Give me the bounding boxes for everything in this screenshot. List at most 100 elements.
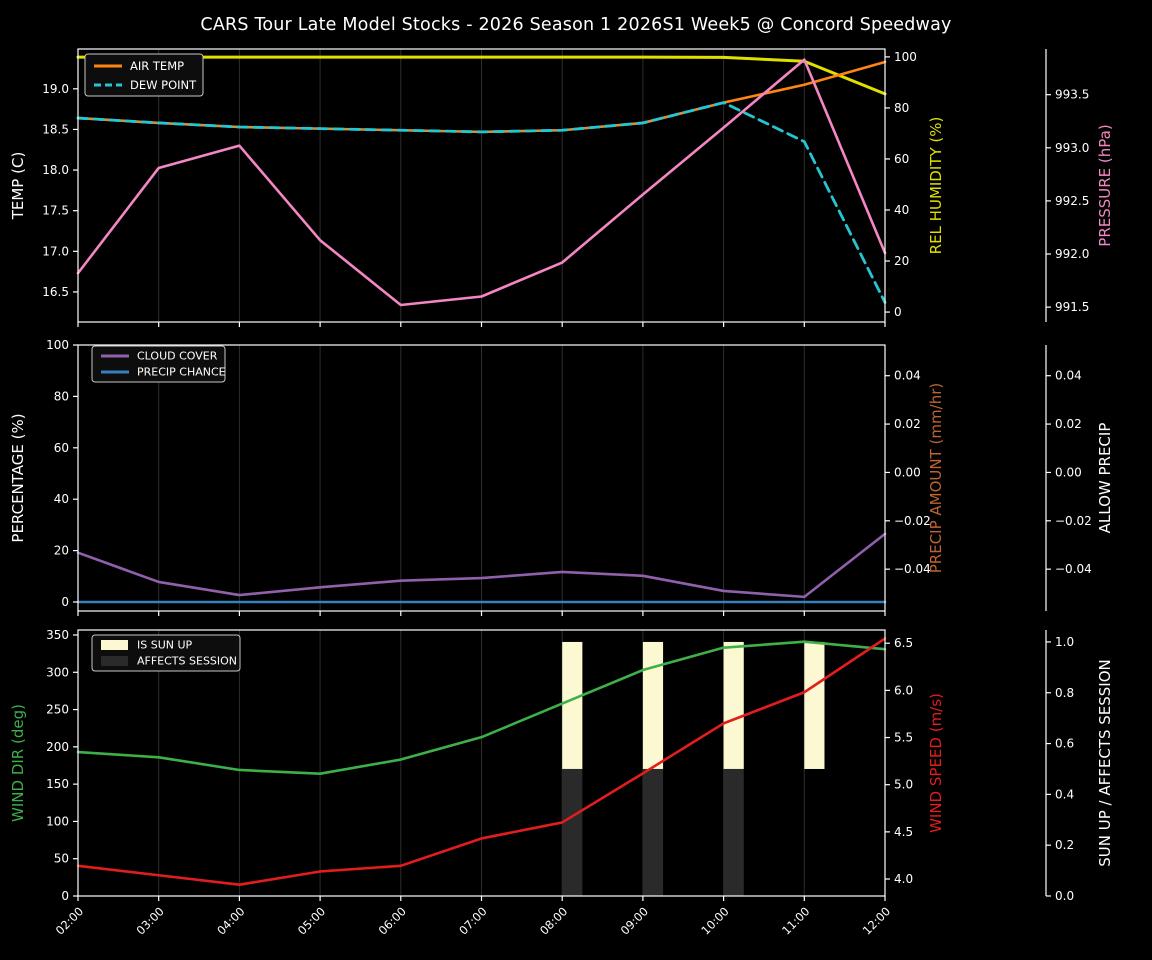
x-tick-label: 04:00 <box>214 904 247 937</box>
tick-label: 1.0 <box>1055 635 1074 649</box>
tick-label: 0.00 <box>1055 465 1082 479</box>
series-cloud-cover <box>76 532 887 599</box>
x-tick-label: 08:00 <box>537 904 570 937</box>
tick-label: 0.02 <box>894 417 921 431</box>
axis-title-right1: REL HUMIDITY (%) <box>927 117 945 255</box>
tick-label: 991.5 <box>1055 300 1089 314</box>
tick-label: 0.2 <box>1055 838 1074 852</box>
tick-label: 0.4 <box>1055 787 1074 801</box>
tick-label: 0 <box>61 889 69 903</box>
tick-label: 0.02 <box>1055 417 1082 431</box>
tick-label: 16.5 <box>42 285 69 299</box>
tick-label: 17.0 <box>42 244 69 258</box>
x-tick-label: 09:00 <box>618 904 651 937</box>
panel-cloud-precip: 0 20 40 60 80 100 0.04 0.02 0.00 −0.02 −0.04 0.04 0.… <box>9 338 1114 616</box>
legend-swatch-affects-session <box>101 656 128 666</box>
legend-label: PRECIP CHANCE <box>137 366 226 379</box>
x-tick-label: 11:00 <box>779 904 812 937</box>
axis-title-left: WIND DIR (deg) <box>9 704 27 822</box>
tick-label: 992.0 <box>1055 247 1089 261</box>
tick-label: 80 <box>54 389 69 403</box>
panel-temperature-humidity-pressure: 16.5 17.0 17.5 18.0 18.5 19.0 0 20 40 60 80 100 991.… <box>9 48 1114 327</box>
tick-label: 0.0 <box>1055 889 1074 903</box>
tick-label: 250 <box>46 703 69 717</box>
tick-label: 993.5 <box>1055 88 1089 102</box>
bar-is-sun-up <box>723 641 744 769</box>
tick-label: 6.0 <box>894 683 913 697</box>
panel-wind-sun: 0 50 100 150 200 250 300 350 4.0 4.5 5.0 5.5 6.0 6.5 0… <box>9 628 1114 938</box>
axis-title-right2: PRESSURE (hPa) <box>1096 124 1114 246</box>
legend-label: CLOUD COVER <box>137 350 218 363</box>
legend-box <box>91 634 241 672</box>
chart-title: CARS Tour Late Model Stocks - 2026 Seaso… <box>200 15 952 35</box>
axis-title-right2: ALLOW PRECIP <box>1096 423 1114 534</box>
tick-label: 0.04 <box>1055 369 1082 383</box>
tick-label: 19.0 <box>42 82 69 96</box>
tick-label: 0.00 <box>894 465 921 479</box>
tick-label: 150 <box>46 777 69 791</box>
tick-label: 4.5 <box>894 825 913 839</box>
x-tick-label: 07:00 <box>456 904 489 937</box>
tick-label: 0.6 <box>1055 737 1074 751</box>
axis-title-left: TEMP (C) <box>9 152 27 221</box>
tick-label: 18.5 <box>42 122 69 136</box>
series-wind-dir <box>76 640 887 776</box>
tick-label: 4.0 <box>894 872 913 886</box>
tick-label: 60 <box>894 152 909 166</box>
tick-label: 40 <box>894 203 909 217</box>
x-tick-label: 02:00 <box>53 904 86 937</box>
tick-label: 20 <box>894 254 909 268</box>
tick-label: 200 <box>46 740 69 754</box>
legend-label: AFFECTS SESSION <box>137 655 237 668</box>
bars-affects-session <box>562 768 744 896</box>
tick-label: 6.5 <box>894 636 913 650</box>
tick-label: 60 <box>54 441 69 455</box>
tick-label: 992.5 <box>1055 194 1089 208</box>
legend-label: DEW POINT <box>130 78 197 92</box>
tick-label: 20 <box>54 544 69 558</box>
tick-label: −0.02 <box>894 514 931 528</box>
tick-label: 0 <box>894 305 902 319</box>
x-tick-label: 12:00 <box>860 904 893 937</box>
tick-label: −0.04 <box>1055 562 1092 576</box>
tick-label: 100 <box>46 338 69 352</box>
tick-label: 5.0 <box>894 778 913 792</box>
bar-is-sun-up <box>642 641 664 769</box>
bar-affects-session <box>642 768 664 896</box>
series-dew-point <box>76 101 887 304</box>
x-tick-label: 05:00 <box>295 904 328 937</box>
legend: AIR TEMP DEW POINT <box>84 53 204 97</box>
tick-label: −0.04 <box>894 562 931 576</box>
axis-title-right1: PRECIP AMOUNT (mm/hr) <box>927 383 945 573</box>
bar-affects-session <box>562 768 583 896</box>
axis-title-right2: SUN UP / AFFECTS SESSION <box>1096 659 1114 867</box>
series-wind-speed <box>76 637 887 886</box>
tick-label: 0.04 <box>894 369 921 383</box>
axis-title-right1: WIND SPEED (m/s) <box>927 693 945 833</box>
bar-affects-session <box>723 768 744 896</box>
legend-swatch-is-sun-up <box>101 640 128 650</box>
tick-label: 18.0 <box>42 163 69 177</box>
tick-label: 993.0 <box>1055 141 1089 155</box>
tick-label: 300 <box>46 665 69 679</box>
tick-label: 0 <box>61 595 69 609</box>
series-pressure <box>76 58 887 307</box>
legend-label: AIR TEMP <box>130 59 184 73</box>
x-tick-label: 03:00 <box>133 904 166 937</box>
bars-is-sun-up <box>562 641 825 769</box>
tick-label: 50 <box>54 852 69 866</box>
tick-label: −0.02 <box>1055 514 1092 528</box>
tick-label: 350 <box>46 628 69 642</box>
x-tick-label: 06:00 <box>376 904 409 937</box>
grid-lines <box>77 345 886 611</box>
axis-title-left: PERCENTAGE (%) <box>9 413 27 542</box>
bar-is-sun-up <box>562 641 583 769</box>
legend-label: IS SUN UP <box>137 639 193 652</box>
tick-label: 100 <box>46 814 69 828</box>
tick-label: 5.5 <box>894 731 913 745</box>
x-tick-label: 10:00 <box>698 904 731 937</box>
tick-label: 80 <box>894 101 909 115</box>
series-rel-humidity <box>76 55 887 96</box>
